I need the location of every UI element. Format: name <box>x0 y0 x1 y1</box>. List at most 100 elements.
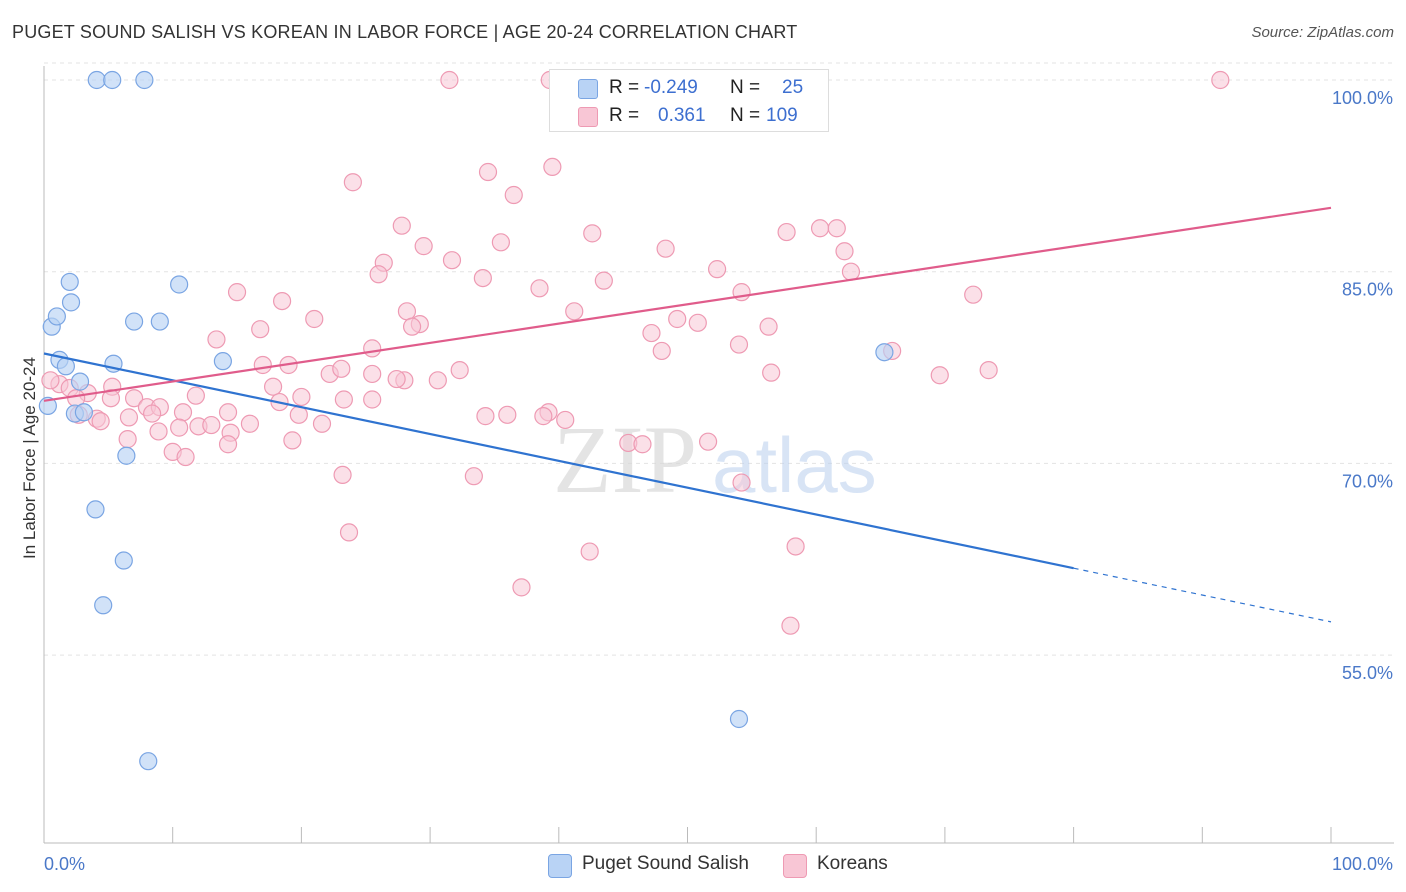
korean-point <box>930 366 949 385</box>
korean-point <box>387 369 406 389</box>
korean-point <box>491 233 510 252</box>
korean-point <box>339 523 359 542</box>
salish-point <box>114 551 133 570</box>
korean-point <box>332 359 351 378</box>
korean-point <box>543 157 562 177</box>
korean-point <box>442 251 462 270</box>
korean-point <box>512 578 531 597</box>
watermark-zip: ZIP <box>553 406 697 513</box>
korean-point <box>580 542 599 561</box>
korean-point <box>305 309 324 329</box>
korean-point <box>283 431 302 450</box>
korean-point <box>363 364 382 384</box>
korean-point <box>173 403 193 422</box>
korean-point <box>312 414 332 433</box>
korean-point <box>556 410 575 430</box>
korean-point <box>149 422 168 441</box>
korean-point <box>202 415 221 435</box>
korean-point <box>292 387 311 407</box>
legend-r-value: -0.249 <box>644 77 698 98</box>
salish-point <box>117 446 136 465</box>
korean-point <box>333 465 352 485</box>
korean-point <box>1211 70 1230 90</box>
tick-labels: 55.0% 70.0% 85.0% 100.0% 0.0% 100.0% <box>44 88 1393 874</box>
salish-point <box>213 352 232 371</box>
korean-point <box>414 237 433 256</box>
korean-point <box>41 371 60 390</box>
y-tick-label: 70.0% <box>1342 471 1393 491</box>
korean-point <box>583 224 602 243</box>
korean-point <box>762 363 781 382</box>
korean-point <box>498 405 517 424</box>
salish-trend-extension <box>1073 567 1332 623</box>
korean-point <box>218 435 238 454</box>
korean-point <box>263 377 283 396</box>
axes <box>43 66 1394 844</box>
korean-point <box>253 355 272 375</box>
salish-point <box>139 752 158 771</box>
korean-point <box>176 447 195 467</box>
korean-point <box>810 219 830 238</box>
koreans-trend-line <box>43 206 1332 402</box>
korean-point <box>732 473 751 492</box>
korean-point <box>143 404 162 423</box>
legend-n-value: 25 <box>782 77 804 98</box>
korean-point <box>759 317 778 336</box>
korean-point <box>363 339 382 358</box>
salish-point <box>86 500 105 519</box>
korean-point <box>594 271 613 290</box>
legend-swatch-koreans <box>578 107 598 127</box>
korean-point <box>688 313 707 332</box>
korean-point <box>786 537 805 556</box>
bottom-legend-label-koreans: Koreans <box>817 853 888 874</box>
korean-point <box>841 262 861 281</box>
salish-point <box>87 70 106 90</box>
salish-point <box>150 312 169 331</box>
bottom-legend: Puget Sound Salish Koreans <box>0 852 1406 880</box>
x-tick-label-max: 100.0% <box>1332 854 1393 874</box>
trend-lines <box>43 206 1332 623</box>
korean-point <box>633 435 652 454</box>
y-tick-label: 85.0% <box>1342 280 1393 300</box>
korean-point <box>186 386 205 405</box>
y-tick-label: 100.0% <box>1332 88 1393 108</box>
legend-row-koreans: R = 0.361 N = 109 <box>550 102 828 132</box>
korean-point <box>708 260 727 279</box>
legend-n-label: N = <box>730 105 761 126</box>
legend: R = -0.249 N = 25 R = 0.361 N = 109 <box>549 69 829 132</box>
watermark: ZIP atlas <box>553 406 877 513</box>
korean-point <box>473 268 492 288</box>
korean-point <box>118 430 137 449</box>
y-tick-label: 55.0% <box>1342 663 1393 683</box>
korean-point <box>478 162 498 182</box>
korean-point <box>450 361 469 380</box>
korean-point <box>668 309 687 329</box>
korean-point <box>240 414 260 433</box>
salish-point <box>60 272 79 292</box>
korean-point <box>964 285 983 304</box>
legend-r-label: R = <box>609 105 640 126</box>
korean-point <box>334 390 353 409</box>
x-tick-label-min: 0.0% <box>44 854 85 874</box>
legend-r-value: 0.361 <box>658 105 706 126</box>
salish-point <box>61 293 81 312</box>
korean-point <box>91 412 110 431</box>
korean-point <box>777 222 796 242</box>
korean-point <box>440 70 459 90</box>
korean-point <box>397 302 417 321</box>
legend-n-label: N = <box>730 77 761 98</box>
korean-point <box>698 432 718 451</box>
salish-point <box>70 372 90 391</box>
korean-point <box>227 283 247 302</box>
korean-point <box>369 265 388 284</box>
korean-point <box>124 389 144 408</box>
salish-point <box>38 396 57 415</box>
y-axis-label: In Labor Force | Age 20-24 <box>20 357 39 559</box>
salish-point <box>74 403 93 422</box>
salish-points <box>38 70 894 771</box>
korean-point <box>652 341 671 361</box>
korean-point <box>428 371 447 390</box>
legend-r-label: R = <box>609 77 640 98</box>
korean-point <box>781 616 800 635</box>
